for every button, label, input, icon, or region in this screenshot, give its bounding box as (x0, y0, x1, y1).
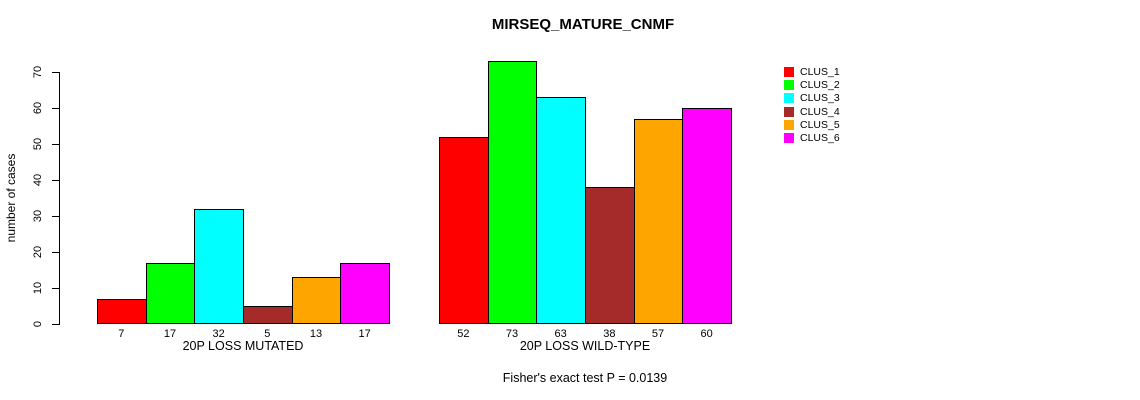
bar-clus_4-group1 (243, 306, 293, 324)
bar-value-label: 7 (118, 328, 125, 340)
y-tick-label: 70 (32, 65, 44, 79)
bar-value-label: 73 (505, 328, 519, 340)
legend-swatch-clus_4 (784, 106, 794, 117)
legend-label-clus_1: CLUS_1 (800, 66, 840, 78)
bar-clus_2-group2 (487, 61, 538, 324)
bar-clus_1-group1 (97, 298, 147, 324)
legend-swatch-clus_5 (784, 119, 794, 130)
bar-value-label: 13 (309, 328, 323, 340)
bar-clus_6-group1 (340, 262, 390, 324)
legend-label-clus_5: CLUS_5 (800, 118, 840, 131)
y-tick-mark (52, 287, 59, 289)
y-tick-label: 10 (32, 281, 44, 295)
y-tick-mark (52, 107, 59, 109)
annotation-fisher-test: Fisher's exact test P = 0.0139 (502, 371, 668, 385)
legend-label-clus_6: CLUS_6 (800, 132, 840, 144)
bar-clus_2-group1 (145, 262, 196, 324)
y-tick-label: 30 (32, 209, 44, 223)
y-tick-label: 40 (32, 173, 44, 187)
y-tick-mark (52, 251, 59, 253)
bar-clus_1-group2 (439, 136, 489, 324)
bar-value-label: 63 (554, 328, 567, 340)
bar-value-label: 60 (700, 328, 713, 340)
bar-value-label: 5 (264, 328, 271, 340)
bar-clus_4-group2 (585, 187, 635, 324)
legend-label-clus_3: CLUS_3 (800, 92, 840, 105)
y-axis-label: number of cases (4, 153, 18, 243)
bar-value-label: 52 (457, 328, 470, 340)
bar-clus_3-group1 (194, 208, 244, 324)
bar-clus_5-group1 (291, 277, 342, 324)
y-tick-mark (52, 143, 59, 145)
bar-clus_6-group2 (682, 108, 732, 324)
bar-clus_3-group2 (536, 97, 586, 324)
y-tick-label: 60 (32, 101, 44, 115)
legend-label-clus_2: CLUS_2 (800, 79, 840, 92)
bar-clus_5-group2 (633, 118, 684, 324)
bar-value-label: 38 (603, 328, 616, 340)
y-tick-label: 50 (32, 137, 44, 151)
bar-value-label: 17 (358, 328, 371, 340)
bar-value-label: 57 (651, 328, 665, 340)
y-tick-label: 0 (32, 320, 44, 328)
legend-label-clus_4: CLUS_4 (800, 105, 840, 118)
chart-title: MIRSEQ_MATURE_CNMF (491, 16, 675, 33)
legend-swatch-clus_3 (784, 93, 794, 104)
y-tick-mark (52, 71, 59, 73)
y-tick-mark (52, 215, 59, 217)
legend-swatch-clus_1 (784, 67, 794, 77)
x-group-label-2: 20P LOSS WILD-TYPE (519, 339, 651, 353)
y-tick-mark (52, 179, 59, 181)
y-tick-mark (52, 323, 59, 325)
legend-swatch-clus_6 (784, 133, 794, 143)
bar-value-label: 32 (212, 328, 225, 340)
y-tick-label: 20 (32, 245, 44, 259)
bar-value-label: 17 (163, 328, 177, 340)
legend-swatch-clus_2 (784, 80, 794, 91)
x-group-label-1: 20P LOSS MUTATED (182, 339, 304, 353)
y-axis-line (59, 72, 60, 325)
